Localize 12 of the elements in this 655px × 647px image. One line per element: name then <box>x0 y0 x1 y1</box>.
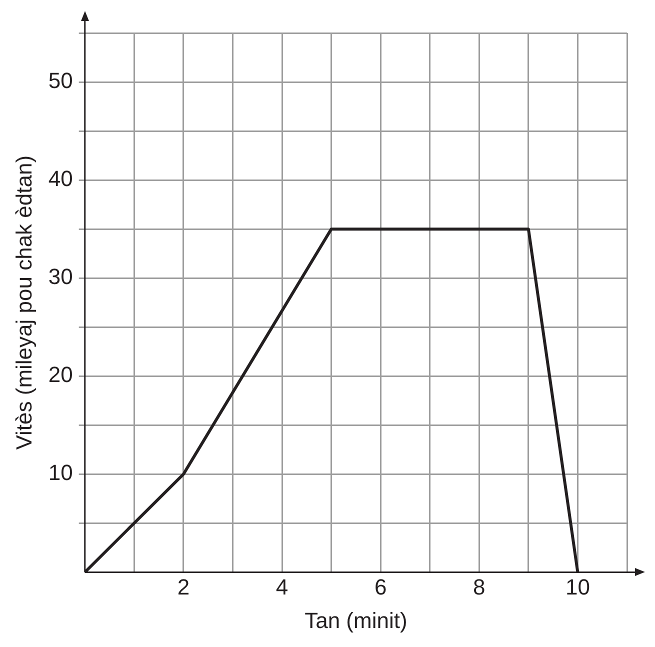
x-tick-label: 4 <box>276 574 288 600</box>
y-axis-title: Vitès (mileyaj pou chak èdtan) <box>11 155 36 450</box>
y-tick-label: 50 <box>48 68 73 94</box>
y-tick-label: 20 <box>48 362 73 388</box>
y-tick-label: 10 <box>48 460 73 486</box>
x-axis-title: Tan (minit) <box>304 608 408 633</box>
x-tick-label: 8 <box>473 574 486 600</box>
x-tick-label: 2 <box>177 574 190 600</box>
y-tick-label: 40 <box>48 166 73 192</box>
y-tick-label: 30 <box>48 264 73 290</box>
x-tick-label: 10 <box>565 574 590 600</box>
x-tick-label: 6 <box>374 574 387 600</box>
